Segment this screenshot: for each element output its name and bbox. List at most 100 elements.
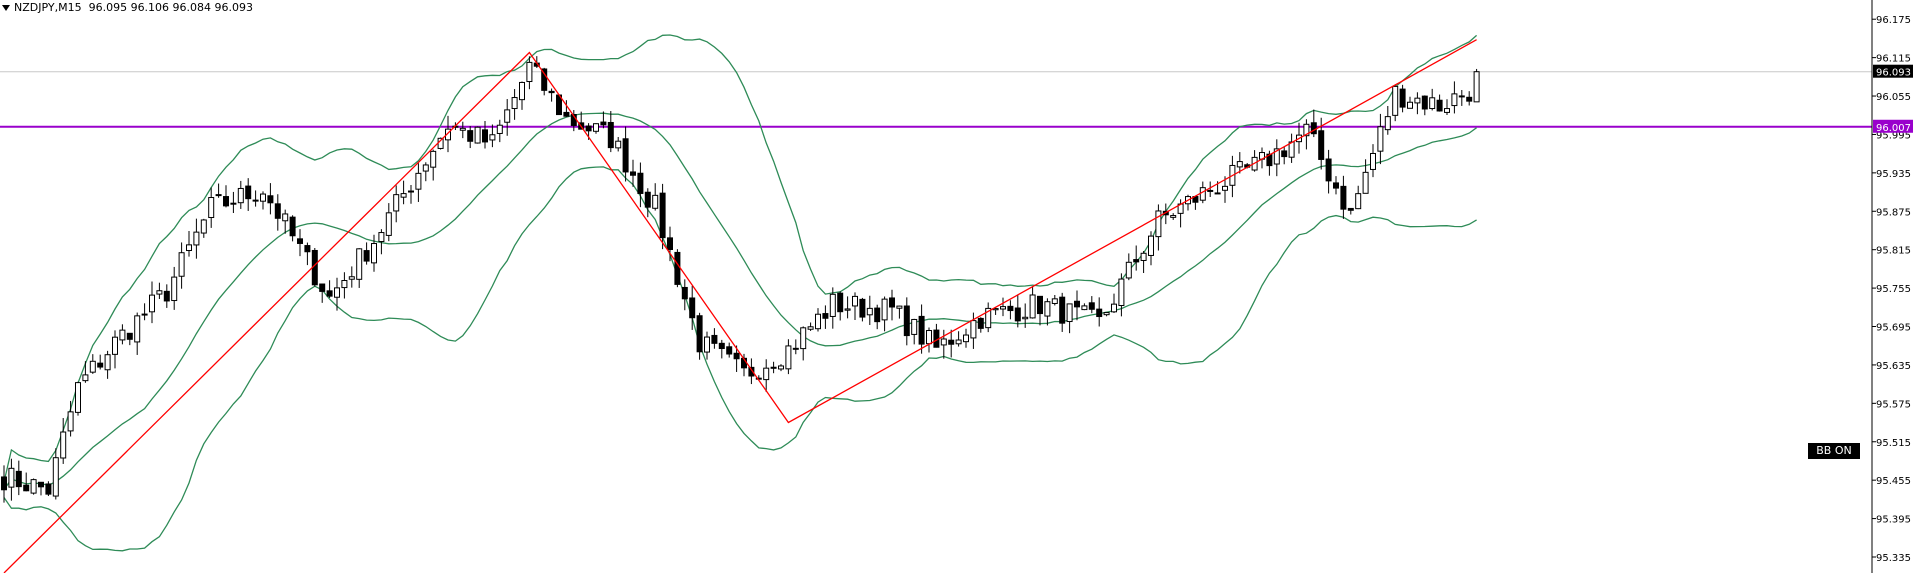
candle-body xyxy=(674,251,681,285)
bollinger-upper xyxy=(3,34,1478,483)
y-tick-label: 95.515 xyxy=(1876,438,1911,449)
candle-body xyxy=(711,334,718,344)
candle-body xyxy=(778,365,784,370)
candle-body xyxy=(1362,171,1369,194)
candle-body xyxy=(186,244,192,252)
candle-body xyxy=(1473,71,1480,103)
candle-body xyxy=(541,68,548,91)
candle-body xyxy=(422,164,429,172)
candle-body xyxy=(926,330,932,345)
candle-body xyxy=(1436,99,1443,112)
candle-body xyxy=(1325,158,1332,182)
candle-body xyxy=(1088,302,1095,310)
candle-body xyxy=(1384,116,1391,131)
candle-body xyxy=(1037,295,1043,315)
candle-body xyxy=(393,194,400,212)
candle-body xyxy=(511,97,518,110)
candle-body xyxy=(304,245,311,253)
candle-body xyxy=(141,313,148,316)
candle-body xyxy=(1133,259,1140,263)
y-tick-label: 96.175 xyxy=(1876,15,1911,26)
candle-body xyxy=(400,193,407,198)
candle-body xyxy=(696,315,703,353)
candle-body xyxy=(1148,235,1154,256)
candle-body xyxy=(1,476,7,491)
candle-body xyxy=(119,329,126,341)
candle-body xyxy=(156,290,163,295)
price-axis: 96.175 96.115 96.055 95.995 95.935 95.875 95.8… xyxy=(1871,0,1913,573)
y-tick-label: 95.395 xyxy=(1876,515,1911,526)
candle-body xyxy=(859,298,866,318)
candle-body xyxy=(644,191,651,208)
candle-body xyxy=(1399,88,1406,108)
candle-body xyxy=(526,61,533,83)
dropdown-triangle-icon[interactable] xyxy=(2,5,10,11)
candle-body xyxy=(1022,316,1029,320)
candle-body xyxy=(200,219,207,234)
bb-on-button[interactable]: BB ON xyxy=(1808,443,1860,459)
candle-body xyxy=(348,276,355,280)
candle-body xyxy=(822,313,829,319)
candle-body xyxy=(600,121,607,126)
candle-body xyxy=(918,315,925,345)
candle-body xyxy=(415,172,422,190)
candle-body xyxy=(1074,300,1080,308)
candle-body xyxy=(482,129,488,143)
candle-body xyxy=(1421,95,1428,110)
candle-body xyxy=(1222,185,1228,191)
candle-body xyxy=(319,283,326,292)
candle-body xyxy=(1347,207,1354,211)
candle-body xyxy=(112,336,118,355)
candle-body xyxy=(297,238,303,244)
candle-body xyxy=(378,232,385,243)
candle-body xyxy=(970,320,977,339)
y-tick-label: 96.055 xyxy=(1876,92,1911,103)
candle-body xyxy=(1000,306,1006,310)
candle-body xyxy=(652,194,659,209)
candle-body xyxy=(267,195,274,204)
candle-body xyxy=(1007,305,1014,312)
zigzag-path xyxy=(3,39,1477,573)
candle-body xyxy=(963,334,969,343)
candle-body xyxy=(948,339,955,345)
horizontal-level-label: 96.007 xyxy=(1876,123,1911,134)
candle-body xyxy=(1392,85,1399,116)
candle-body xyxy=(467,130,474,142)
candle-body xyxy=(223,196,229,207)
candle-body xyxy=(630,171,636,176)
candle-body xyxy=(45,483,52,495)
candle-body xyxy=(593,123,599,132)
candle-body xyxy=(748,366,755,377)
zigzag-line xyxy=(3,39,1477,573)
candle-body xyxy=(1118,278,1125,307)
candle-body xyxy=(445,128,451,141)
candle-body xyxy=(874,307,881,323)
candle-body xyxy=(733,352,740,360)
candle-body xyxy=(163,290,170,302)
candle-body xyxy=(519,81,525,101)
candle-body xyxy=(903,305,910,337)
candle-body xyxy=(30,479,37,494)
candle-body xyxy=(911,318,918,335)
candle-body xyxy=(866,307,873,316)
candle-body xyxy=(637,172,644,194)
candle-body xyxy=(1303,123,1310,137)
candle-body xyxy=(193,231,200,246)
candle-body xyxy=(726,346,733,355)
candle-body xyxy=(1029,294,1036,319)
candle-body xyxy=(1066,303,1073,323)
candle-body xyxy=(38,481,44,488)
candle-body xyxy=(1111,303,1117,313)
candle-body xyxy=(363,250,370,262)
candle-body xyxy=(356,248,363,280)
candle-body xyxy=(89,360,96,373)
candle-body xyxy=(1081,305,1088,311)
candle-body xyxy=(785,345,792,370)
candle-body xyxy=(1266,153,1273,167)
candle-body xyxy=(844,308,851,311)
candle-body xyxy=(1096,308,1103,318)
candle-body xyxy=(1429,97,1436,110)
candle-body xyxy=(260,193,266,202)
candle-body xyxy=(489,134,496,141)
